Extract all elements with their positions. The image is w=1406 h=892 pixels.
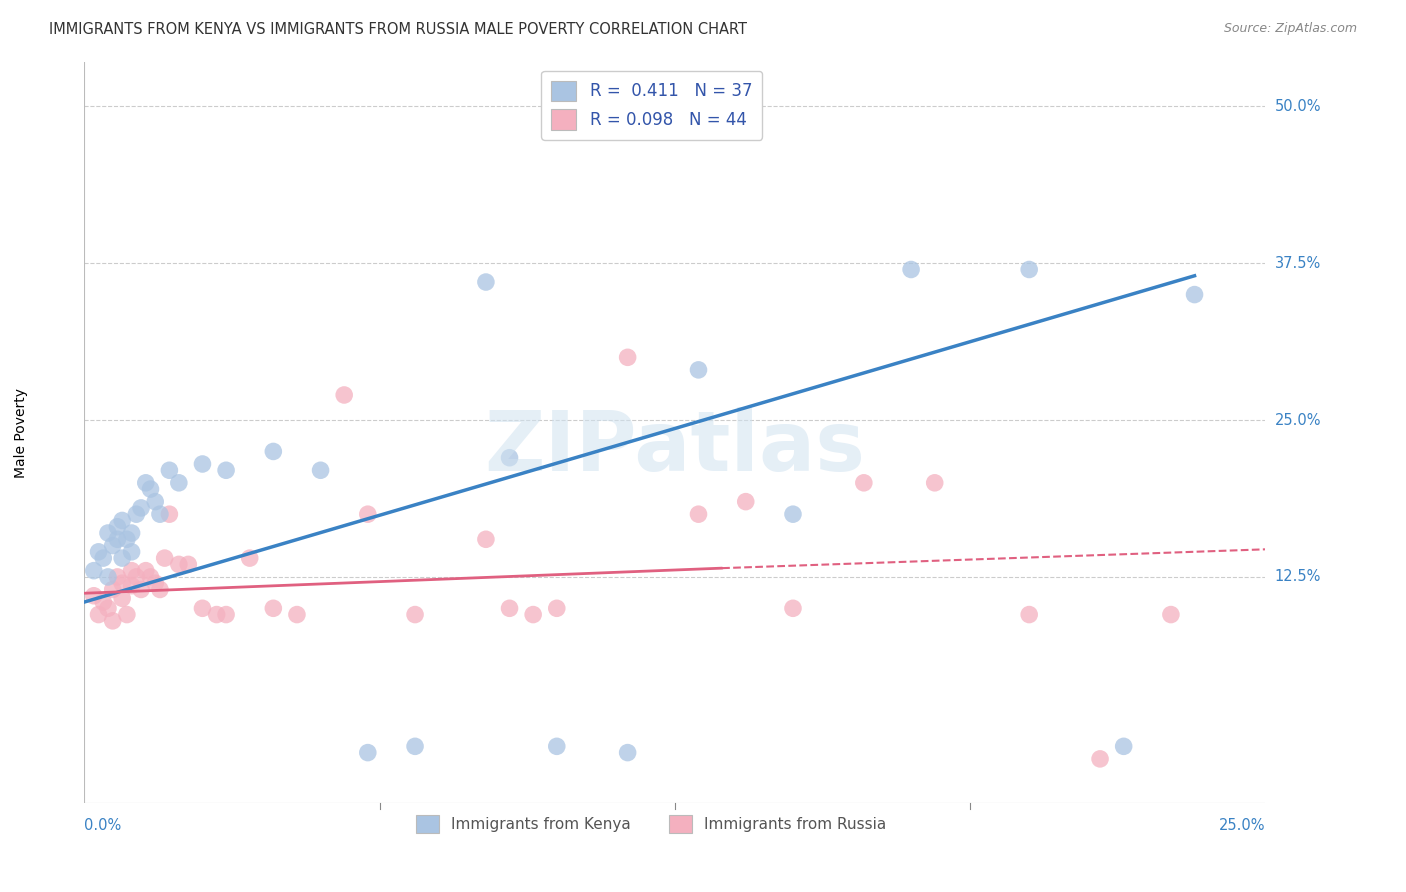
Point <box>83 589 105 603</box>
Point <box>157 463 180 477</box>
Point <box>111 591 134 606</box>
Point <box>1160 607 1182 622</box>
Point <box>87 607 110 622</box>
Point <box>616 746 638 760</box>
Point <box>1112 739 1135 754</box>
Text: Source: ZipAtlas.com: Source: ZipAtlas.com <box>1223 22 1357 36</box>
Point <box>121 564 143 578</box>
Point <box>91 595 114 609</box>
Point <box>357 746 380 760</box>
Point <box>782 601 804 615</box>
Point <box>149 582 172 597</box>
Point <box>157 507 180 521</box>
Point <box>111 551 134 566</box>
Text: 12.5%: 12.5% <box>1275 569 1322 584</box>
Point <box>101 582 124 597</box>
Point <box>734 494 756 508</box>
Point <box>498 601 520 615</box>
Text: 25.0%: 25.0% <box>1219 818 1265 833</box>
Point <box>475 533 498 547</box>
Point <box>522 607 544 622</box>
Point <box>167 558 190 572</box>
Point <box>83 564 105 578</box>
Point <box>191 601 214 615</box>
Point <box>91 551 114 566</box>
Text: ZIPatlas: ZIPatlas <box>485 407 865 488</box>
Point <box>239 551 262 566</box>
Point <box>135 564 157 578</box>
Point <box>1018 262 1040 277</box>
Point <box>215 463 238 477</box>
Point <box>688 363 710 377</box>
Point <box>121 545 143 559</box>
Point <box>125 507 148 521</box>
Point <box>129 500 152 515</box>
Point <box>125 570 148 584</box>
Point <box>404 607 426 622</box>
Point <box>498 450 520 465</box>
Point <box>101 614 124 628</box>
Text: 50.0%: 50.0% <box>1275 99 1322 114</box>
Point <box>143 576 166 591</box>
Point <box>143 494 166 508</box>
Point <box>107 570 129 584</box>
Point <box>135 475 157 490</box>
Point <box>900 262 922 277</box>
Point <box>404 739 426 754</box>
Point <box>177 558 200 572</box>
Point <box>1088 752 1111 766</box>
Point <box>309 463 332 477</box>
Text: 37.5%: 37.5% <box>1275 256 1322 270</box>
Text: IMMIGRANTS FROM KENYA VS IMMIGRANTS FROM RUSSIA MALE POVERTY CORRELATION CHART: IMMIGRANTS FROM KENYA VS IMMIGRANTS FROM… <box>49 22 747 37</box>
Point <box>153 551 176 566</box>
Text: Male Poverty: Male Poverty <box>14 388 28 477</box>
Point <box>87 545 110 559</box>
Point <box>101 539 124 553</box>
Point <box>97 526 120 541</box>
Point <box>782 507 804 521</box>
Point <box>107 533 129 547</box>
Point <box>285 607 308 622</box>
Point <box>115 607 138 622</box>
Point <box>97 570 120 584</box>
Point <box>333 388 356 402</box>
Point <box>546 601 568 615</box>
Point <box>262 444 284 458</box>
Point <box>262 601 284 615</box>
Point <box>852 475 875 490</box>
Point <box>115 533 138 547</box>
Point <box>111 513 134 527</box>
Text: 25.0%: 25.0% <box>1275 413 1322 427</box>
Point <box>1018 607 1040 622</box>
Point <box>191 457 214 471</box>
Point <box>924 475 946 490</box>
Point <box>121 579 143 593</box>
Point <box>215 607 238 622</box>
Point <box>167 475 190 490</box>
Point <box>139 570 162 584</box>
Point <box>546 739 568 754</box>
Point <box>205 607 228 622</box>
Point <box>121 526 143 541</box>
Point <box>1184 287 1206 301</box>
Legend: Immigrants from Kenya, Immigrants from Russia: Immigrants from Kenya, Immigrants from R… <box>411 809 893 839</box>
Point <box>688 507 710 521</box>
Point <box>475 275 498 289</box>
Point <box>111 576 134 591</box>
Point <box>149 507 172 521</box>
Point <box>616 351 638 365</box>
Point <box>107 520 129 534</box>
Point <box>129 582 152 597</box>
Text: 0.0%: 0.0% <box>84 818 121 833</box>
Point <box>139 482 162 496</box>
Point <box>357 507 380 521</box>
Point <box>97 601 120 615</box>
